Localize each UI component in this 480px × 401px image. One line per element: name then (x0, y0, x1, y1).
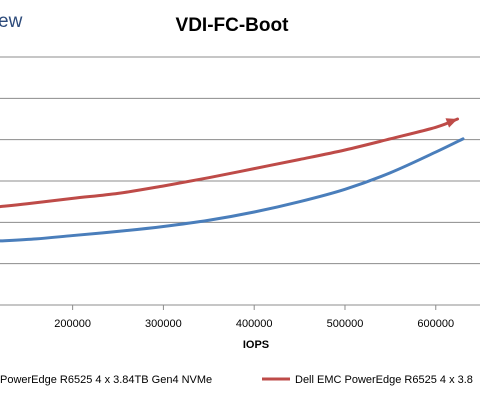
x-tick-label: 400000 (236, 318, 273, 330)
legend-label-series-2: Dell EMC PowerEdge R6525 4 x 3.8 (295, 374, 473, 386)
legend-label-series-1: PowerEdge R6525 4 x 3.84TB Gen4 NVMe (0, 374, 212, 386)
x-tick-labels: 200000 300000 400000 500000 600000 (54, 318, 454, 330)
x-tick-label: 600000 (417, 318, 454, 330)
chart-title: VDI-FC-Boot (176, 15, 290, 36)
x-tick-label: 200000 (54, 318, 91, 330)
series-lines (0, 117, 465, 243)
gridlines (0, 56, 480, 265)
x-axis-label: IOPS (243, 339, 269, 351)
series-line-1 (0, 137, 465, 243)
x-tick-label: 500000 (327, 318, 364, 330)
x-tick-label: 300000 (145, 318, 182, 330)
series-line-2 (0, 117, 460, 209)
legend: PowerEdge R6525 4 x 3.84TB Gen4 NVMe Del… (0, 374, 473, 386)
brand-text: ew (0, 11, 23, 32)
x-axis (0, 304, 480, 310)
series-end-arrow (445, 118, 458, 128)
